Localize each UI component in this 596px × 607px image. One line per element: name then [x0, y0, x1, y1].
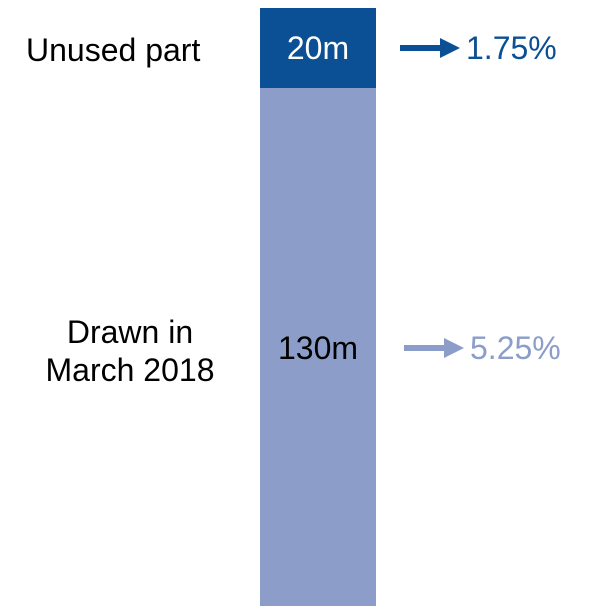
category-label-line: Drawn in [66, 314, 194, 350]
rate-label: 5.25% [470, 330, 561, 366]
category-label-line: Unused part [26, 32, 201, 68]
category-label-unused-part: Unused part [26, 31, 246, 69]
rate-annotation-drawn: 5.25% [404, 329, 561, 367]
bar-value-label: 130m [277, 329, 359, 366]
right-arrow-icon [404, 338, 464, 358]
category-label-drawn-march-2018: Drawn in March 2018 [20, 313, 240, 389]
bar-segment-drawn: 130m [260, 87, 376, 606]
rate-annotation-unused: 1.75% [400, 29, 557, 67]
rate-label: 1.75% [466, 29, 557, 66]
right-arrow-icon [400, 37, 460, 58]
category-label-line: March 2018 [45, 352, 215, 388]
bar-segment-unused: 20m [260, 8, 376, 88]
bar-value-label: 20m [286, 29, 350, 66]
